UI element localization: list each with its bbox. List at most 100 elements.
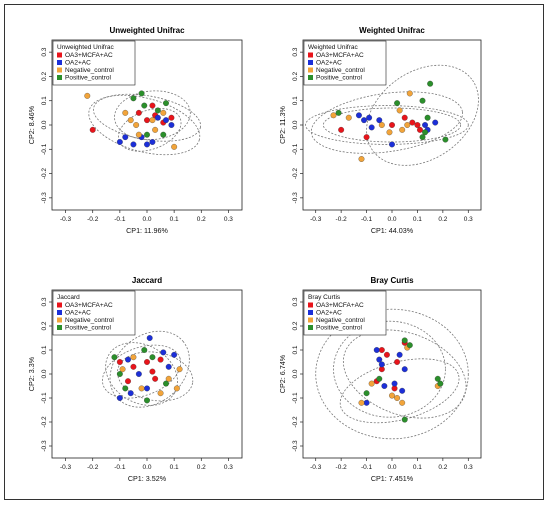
data-point [116,371,123,377]
data-point [358,156,365,162]
chart-title: Jaccard [132,276,162,285]
x-tick-label: -0.3 [310,216,322,223]
data-point [419,97,426,104]
data-point [389,141,395,148]
data-point [401,114,408,121]
data-point [173,385,180,392]
data-point [176,366,183,373]
y-tick-label: 0.3 [292,297,299,306]
data-point [168,122,175,128]
data-point [122,134,129,141]
data-point [135,371,142,377]
x-tick-label: 0.0 [387,216,396,223]
legend-entry: OA3+MCFA+AC [65,52,113,59]
x-tick-label: 0.2 [438,216,447,223]
data-point [366,114,373,121]
data-point [335,109,342,116]
legend-swatch [308,60,313,65]
y-tick-label: 0.0 [292,369,299,378]
chart-panel-3: Jaccard -0.3 -0.3 -0.2 -0.2 -0.1 -0.1 0.0 0.0 0.1… [27,276,243,483]
data-point [401,337,408,344]
y-tick-label: -0.3 [292,440,299,452]
legend-swatch [57,60,62,65]
confidence-ellipse [102,344,182,399]
data-point [368,124,375,131]
data-point [419,134,426,141]
data-point [391,380,398,387]
data-point [171,143,178,150]
confidence-ellipse [88,94,201,156]
legend-entry: OA3+MCFA+AC [316,52,364,59]
data-point [381,383,388,389]
y-tick-label: 0.1 [292,96,299,105]
data-point [146,335,153,341]
legend-entry: Positive_control [65,75,111,82]
data-point [157,390,164,397]
legend-entry: OA2+AC [316,310,342,317]
legend-swatch [308,317,313,323]
y-axis-label: CP2: 6.74% [278,354,287,393]
x-axis-label: CP1: 11.96% [126,226,168,235]
data-point [401,416,408,423]
y-tick-label: 0.2 [292,321,299,330]
legend-box [303,40,387,86]
chart-panel-1: Unweighted Unifrac -0.3 -0.3 -0.2 -0.2 -0.1 -0… [27,26,243,235]
data-point [154,107,161,114]
x-tick-label: -0.2 [87,216,99,223]
data-point [116,139,123,145]
data-point [130,363,137,370]
data-point [163,380,169,387]
data-point [378,361,385,368]
data-point [125,356,131,363]
data-point [168,114,175,121]
y-tick-label: -0.2 [292,416,299,428]
x-tick-label: -0.1 [114,464,126,471]
data-point [376,356,383,363]
data-point [376,117,383,124]
x-tick-label: 0.2 [197,216,206,223]
data-point [149,117,156,124]
y-tick-label: -0.1 [292,143,299,155]
data-point [363,134,370,141]
data-point [422,122,429,128]
data-point [135,131,142,138]
confidence-ellipse [305,105,469,145]
data-point [399,126,406,133]
data-point [399,399,406,406]
confidence-ellipse [114,90,191,141]
x-tick-label: 0.3 [224,464,233,471]
legend-swatch [57,317,62,323]
y-tick-label: 0.2 [41,72,48,81]
x-tick-label: -0.2 [336,216,348,223]
x-tick-label: 0.1 [170,464,179,471]
chart-title: Unweighted Unifrac [109,26,185,35]
x-tick-label: 0.3 [464,464,473,471]
x-tick-label: 0.1 [413,216,422,223]
x-axis-label: CP1: 44.03% [371,226,414,235]
x-tick-label: -0.2 [87,464,99,471]
data-point [378,347,385,353]
x-tick-label: 0.1 [413,464,422,471]
legend-swatch [57,325,62,330]
legend-swatch [308,310,313,315]
data-point [130,95,137,102]
data-point [149,102,156,109]
legend-title: Weighted Unifrac [308,44,358,51]
legend-entry: Positive_control [65,325,111,332]
data-point [84,92,91,99]
data-point [406,342,413,349]
x-tick-label: -0.2 [336,464,348,471]
y-tick-label: -0.3 [41,192,48,204]
y-tick-label: -0.2 [41,168,48,180]
data-point [401,366,408,373]
y-tick-label: 0.3 [41,47,48,56]
x-tick-label: 0.0 [387,464,396,471]
legend-entry: Negative_control [65,67,114,74]
y-tick-label: 0.3 [41,297,48,306]
data-point [141,347,148,353]
data-point [171,351,178,358]
legend-swatch [308,75,313,80]
legend-entry: OA3+MCFA+AC [316,302,364,309]
data-point [409,119,416,126]
x-tick-label: -0.1 [114,216,126,223]
